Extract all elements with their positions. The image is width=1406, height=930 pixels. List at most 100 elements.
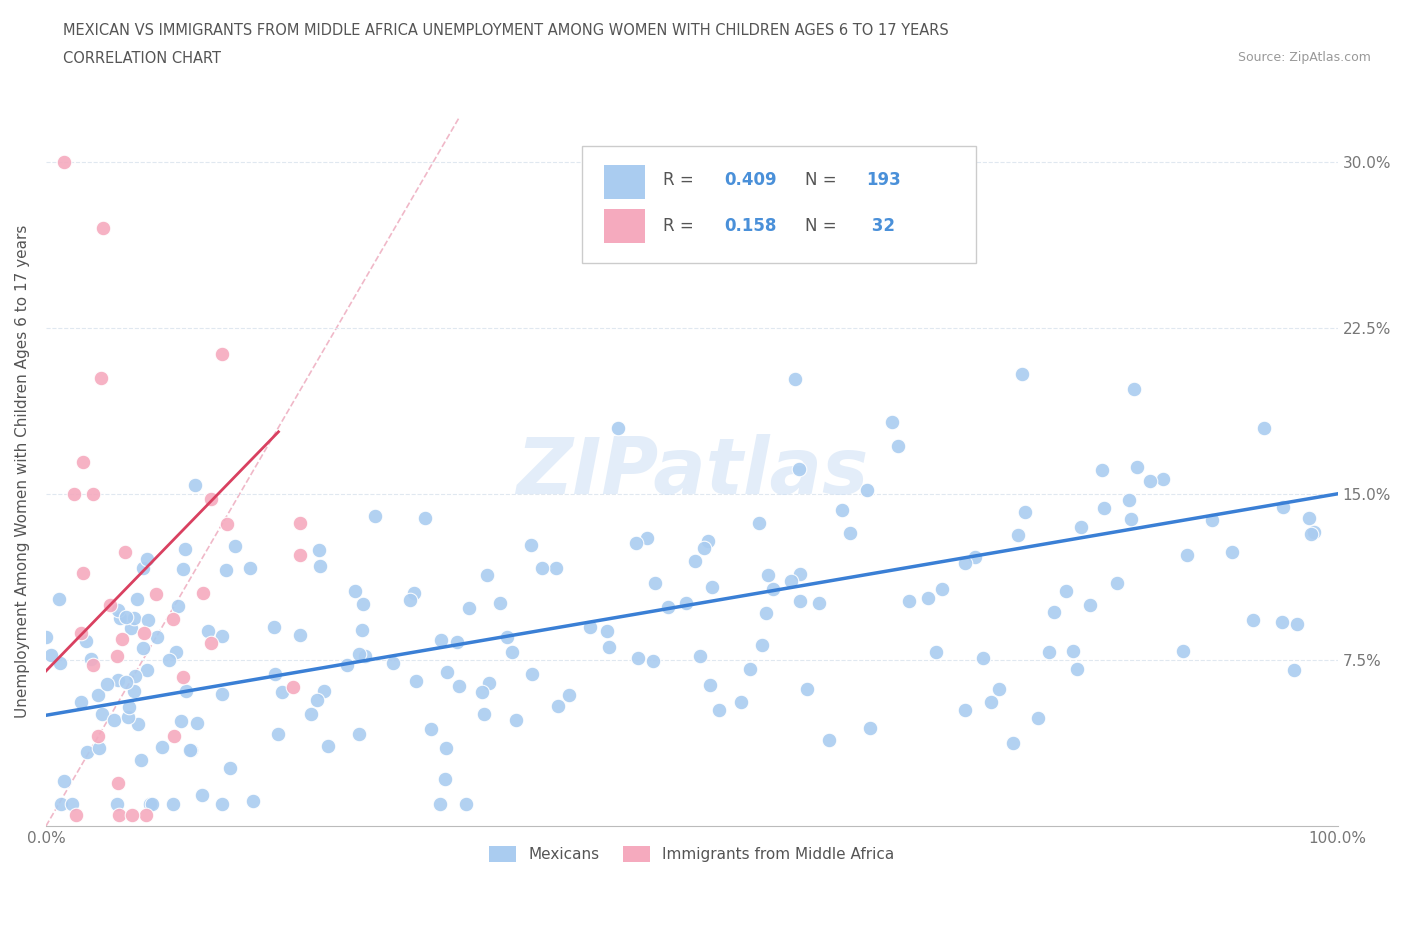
Point (1303, 525, 1326, 539)
Point (336, 658, 359, 672)
Point (200, 636, 222, 651)
Point (90, 707, 112, 722)
Point (115, 674, 138, 689)
Point (595, 624, 617, 639)
Point (624, 536, 647, 551)
Point (1070, 520, 1092, 535)
Point (1298, 511, 1320, 525)
Point (963, 550, 986, 565)
Point (65, 807, 87, 822)
Point (312, 684, 335, 698)
Point (136, 612, 159, 627)
Point (211, 628, 233, 643)
Point (478, 676, 501, 691)
Point (174, 684, 197, 698)
Point (352, 597, 374, 612)
Point (363, 509, 385, 524)
Point (1118, 492, 1140, 507)
Point (122, 611, 145, 626)
Point (675, 595, 697, 610)
Point (558, 687, 581, 702)
Point (405, 673, 427, 688)
Point (108, 611, 131, 626)
Y-axis label: Unemployment Among Women with Children Ages 6 to 17 years: Unemployment Among Women with Children A… (15, 225, 30, 718)
Point (897, 593, 920, 608)
Point (404, 586, 426, 601)
Point (105, 796, 128, 811)
Point (174, 541, 197, 556)
Point (756, 568, 779, 583)
Point (239, 561, 262, 576)
Point (107, 672, 129, 687)
Point (120, 620, 142, 635)
Text: 193: 193 (866, 171, 901, 190)
Point (105, 648, 128, 663)
Point (96, 676, 118, 691)
Point (129, 752, 152, 767)
Point (172, 669, 194, 684)
Point (1285, 617, 1308, 631)
Point (475, 567, 498, 582)
Point (166, 599, 188, 614)
FancyBboxPatch shape (582, 146, 976, 262)
Point (838, 526, 860, 541)
Bar (605, 165, 645, 199)
Point (107, 603, 129, 618)
Point (136, 663, 159, 678)
Point (420, 722, 443, 737)
Point (200, 491, 222, 506)
Point (429, 632, 451, 647)
Point (1139, 473, 1161, 488)
Point (1066, 661, 1088, 676)
Point (1253, 421, 1275, 436)
Point (471, 684, 494, 699)
Point (598, 640, 620, 655)
Point (184, 477, 207, 492)
Point (434, 772, 457, 787)
Point (762, 581, 785, 596)
Point (39, 647, 62, 662)
Point (76, 744, 98, 759)
Point (349, 726, 371, 741)
Point (783, 371, 806, 386)
Point (1271, 499, 1294, 514)
Point (917, 591, 939, 605)
Point (35, 630, 58, 644)
Point (162, 796, 184, 811)
Point (48, 591, 70, 606)
Point (145, 587, 167, 602)
Point (217, 517, 239, 532)
Point (887, 439, 910, 454)
Point (447, 678, 470, 693)
Point (1284, 663, 1306, 678)
Point (1001, 736, 1024, 751)
Point (1042, 604, 1064, 619)
Point (125, 591, 148, 606)
Point (172, 561, 194, 576)
Point (193, 586, 215, 601)
Point (789, 567, 811, 582)
Point (190, 788, 212, 803)
Point (579, 619, 602, 634)
Point (1092, 500, 1115, 515)
Point (87, 729, 110, 744)
Point (1011, 366, 1033, 381)
Point (107, 807, 129, 822)
Point (831, 502, 853, 517)
Point (751, 637, 773, 652)
Point (354, 648, 377, 663)
Bar (605, 209, 645, 244)
Point (1056, 583, 1078, 598)
Point (699, 677, 721, 692)
Point (186, 715, 208, 730)
Point (1038, 644, 1060, 659)
Point (242, 794, 264, 809)
Point (501, 644, 523, 659)
Point (150, 739, 173, 754)
Point (657, 600, 679, 615)
Point (399, 592, 422, 607)
Point (988, 681, 1011, 696)
Point (953, 703, 976, 718)
Point (1201, 513, 1223, 528)
Point (489, 595, 512, 610)
